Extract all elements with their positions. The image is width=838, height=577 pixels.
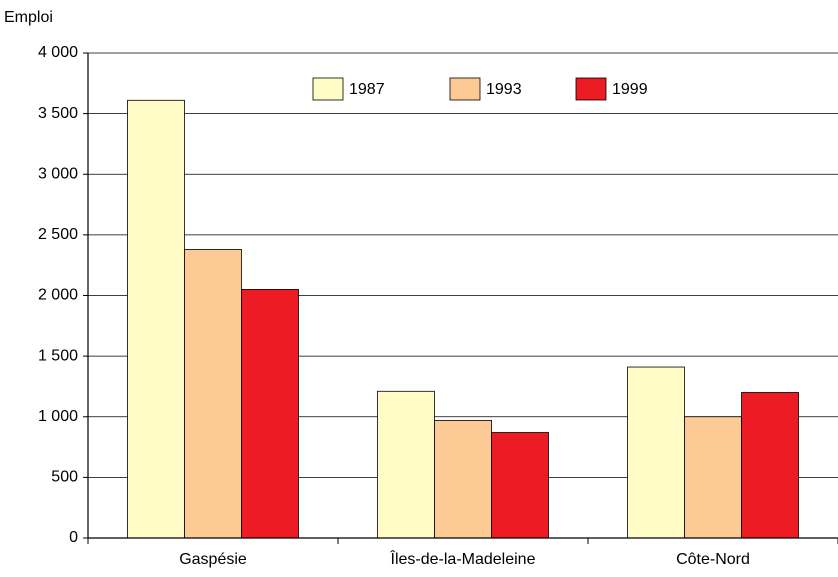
y-tick-label: 3 000 <box>38 165 78 182</box>
bar <box>127 99 185 539</box>
y-tick-label: 500 <box>51 469 78 486</box>
legend-label: 1993 <box>486 81 522 98</box>
y-tick-label: 1 000 <box>38 408 78 425</box>
bar <box>741 392 799 539</box>
y-tick-label: 3 500 <box>38 105 78 122</box>
legend-swatch <box>449 77 481 101</box>
x-tick-label: Côte-Nord <box>676 551 750 568</box>
legend-label: 1999 <box>612 81 648 98</box>
bar <box>184 249 242 539</box>
x-tick-label: Îles-de-la-Madeleine <box>390 549 536 568</box>
y-tick-label: 1 500 <box>38 347 78 364</box>
y-tick-label: 4 000 <box>38 44 78 61</box>
legend-label: 1987 <box>349 81 385 98</box>
y-tick-label: 2 000 <box>38 287 78 304</box>
bar <box>434 419 492 539</box>
bar <box>241 289 299 539</box>
y-tick-label: 0 <box>69 529 78 546</box>
bar <box>491 432 549 539</box>
bar <box>377 390 435 539</box>
bar <box>627 366 685 539</box>
legend-swatch <box>312 77 344 101</box>
legend-swatch <box>575 77 607 101</box>
bar <box>684 416 742 539</box>
y-tick-label: 2 500 <box>38 226 78 243</box>
y-axis-label: Emploi <box>4 9 53 26</box>
x-tick-label: Gaspésie <box>179 551 247 568</box>
